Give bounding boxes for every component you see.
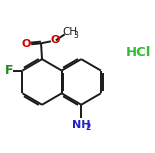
Text: CH: CH	[62, 27, 77, 37]
Text: HCl: HCl	[126, 46, 151, 59]
Text: NH: NH	[72, 119, 91, 130]
Text: O: O	[50, 35, 60, 45]
Text: O: O	[22, 39, 31, 49]
Text: F: F	[4, 64, 13, 77]
Text: 3: 3	[73, 31, 78, 40]
Text: 2: 2	[86, 123, 91, 132]
